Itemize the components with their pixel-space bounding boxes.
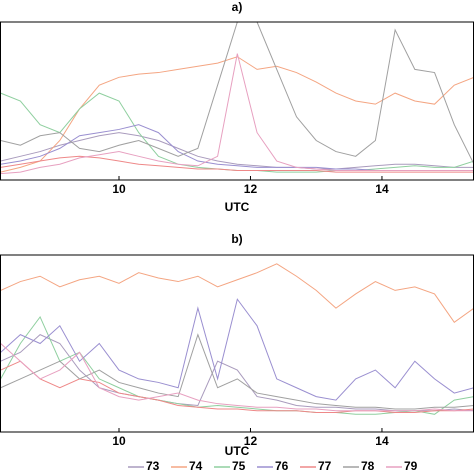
x-axis-label: UTC bbox=[225, 444, 250, 458]
legend-label: 77 bbox=[318, 459, 332, 473]
legend-label: 74 bbox=[189, 459, 203, 473]
legend-label: 79 bbox=[404, 459, 418, 473]
series-line bbox=[0, 360, 474, 414]
x-tick-label: 12 bbox=[244, 434, 258, 448]
chart-title: b) bbox=[231, 232, 242, 246]
x-tick-label: 14 bbox=[375, 434, 389, 448]
legend-label: 75 bbox=[232, 459, 246, 473]
x-tick-label: 12 bbox=[244, 182, 258, 196]
legend-label: 78 bbox=[361, 459, 375, 473]
x-axis-label: UTC bbox=[225, 200, 250, 214]
legend-label: 73 bbox=[146, 459, 160, 473]
series-line bbox=[0, 315, 474, 415]
x-tick-label: 14 bbox=[375, 182, 389, 196]
series-line bbox=[0, 53, 474, 175]
series-line bbox=[0, 343, 474, 412]
series-line bbox=[0, 298, 474, 401]
series-line bbox=[0, 155, 474, 173]
series-line bbox=[0, 56, 474, 173]
x-tick-label: 10 bbox=[112, 434, 126, 448]
chart-title: a) bbox=[232, 0, 243, 14]
legend-label: 76 bbox=[275, 459, 289, 473]
series-line bbox=[0, 333, 474, 410]
series-line bbox=[0, 263, 474, 323]
series-line bbox=[0, 124, 474, 172]
x-tick-label: 10 bbox=[112, 182, 126, 196]
series-line bbox=[0, 132, 474, 170]
